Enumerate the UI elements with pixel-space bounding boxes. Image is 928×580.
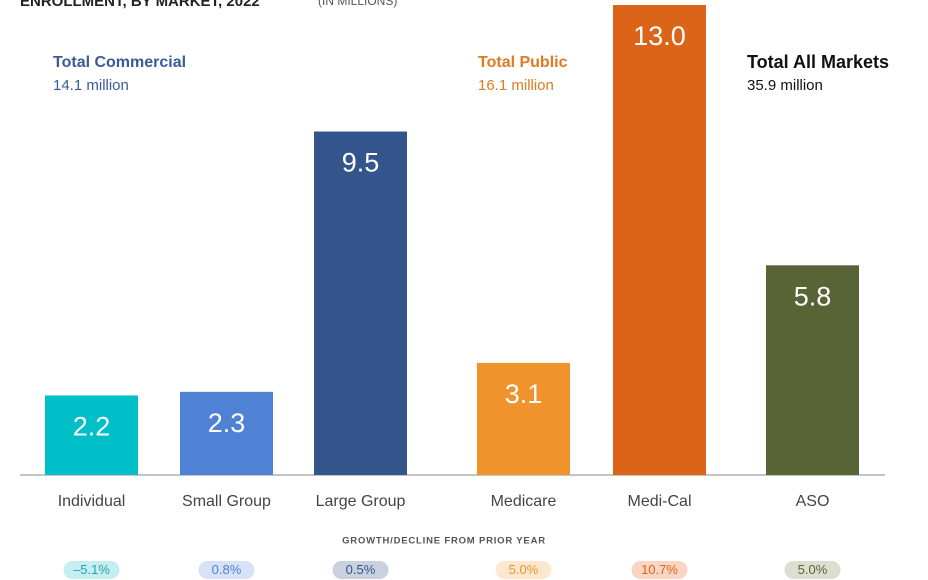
growth-pill (63, 561, 120, 579)
x-tick-label: Medi-Cal (627, 493, 691, 510)
x-tick-label: Small Group (182, 493, 271, 510)
growth-label: 0.5% (346, 562, 376, 577)
growth-pill (332, 561, 389, 579)
growth-label: 0.8% (212, 562, 242, 577)
bar (180, 391, 273, 475)
bar (314, 131, 407, 476)
growth-label: 5.0% (509, 562, 539, 577)
value-label: 3.1 (505, 379, 543, 409)
chart-subtitle: (IN MILLIONS) (318, 0, 397, 8)
bar (45, 395, 138, 475)
value-label: 9.5 (342, 148, 380, 178)
x-tick-label: Large Group (316, 493, 406, 510)
annotation-title: Total Commercial (53, 54, 186, 71)
growth-pill (495, 561, 552, 579)
value-label: 2.3 (208, 408, 246, 438)
x-tick-label: ASO (796, 493, 830, 510)
bar (477, 362, 570, 475)
value-label: 5.8 (794, 281, 832, 311)
x-tick-label: Medicare (491, 493, 557, 510)
annotation-text: 14.1 million (53, 77, 129, 94)
bar (766, 265, 859, 475)
annotation-text: 16.1 million (478, 77, 554, 94)
growth-pill (198, 561, 255, 579)
bar (613, 5, 706, 475)
x-tick-label: Individual (58, 493, 126, 510)
chart-title: ENROLLMENT, BY MARKET, 2022 (20, 0, 260, 10)
annotation-title: Total All Markets (747, 52, 889, 72)
value-label: 13.0 (633, 21, 686, 51)
value-label: 2.2 (73, 412, 111, 442)
growth-label: –5.1% (73, 562, 110, 577)
annotation-title: Total Public (478, 54, 568, 71)
growth-pill (631, 561, 688, 579)
growth-label: 5.0% (798, 562, 828, 577)
growth-label: 10.7% (641, 562, 678, 577)
growth-title: GROWTH/DECLINE FROM PRIOR YEAR (342, 536, 546, 547)
annotation-text: 35.9 million (747, 77, 823, 94)
growth-pill (784, 561, 841, 579)
